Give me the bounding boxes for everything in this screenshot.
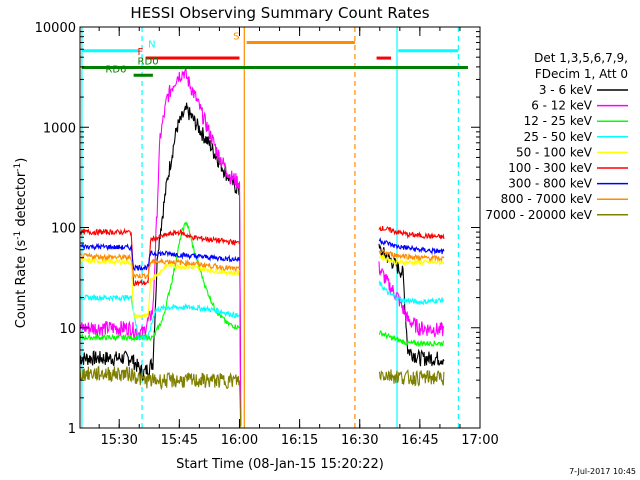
legend-entry-label: 6 - 12 keV bbox=[531, 99, 593, 113]
series-line-0 bbox=[79, 102, 242, 426]
legend-entry-label: 25 - 50 keV bbox=[524, 130, 593, 144]
plot-frame bbox=[79, 26, 481, 429]
x-tick-label: 17:00 bbox=[461, 433, 498, 448]
series-line-6-segment-2 bbox=[378, 237, 445, 256]
flag-label-2: S bbox=[233, 32, 239, 43]
legend-entry-label: 3 - 6 keV bbox=[539, 83, 593, 97]
series-line-7 bbox=[79, 251, 240, 280]
y-tick-label: 10000 bbox=[35, 21, 76, 36]
x-axis-label: Start Time (08-Jan-15 15:20:22) bbox=[176, 457, 384, 472]
y-tick-label: 1 bbox=[68, 422, 76, 437]
series-line-5-segment-2 bbox=[378, 225, 445, 240]
flag-label-3: F bbox=[137, 47, 143, 58]
series-line-5 bbox=[80, 227, 241, 287]
series-line-0-segment-2 bbox=[378, 243, 445, 367]
series-line-8 bbox=[79, 365, 242, 428]
series-line-2 bbox=[79, 221, 240, 343]
x-tick-label: 16:30 bbox=[341, 433, 378, 448]
series-line-3-segment-2 bbox=[378, 280, 445, 306]
legend-entry-label: 50 - 100 keV bbox=[516, 145, 593, 159]
x-tick-label: 16:15 bbox=[281, 433, 318, 448]
legend-entry-label: 100 - 300 keV bbox=[508, 161, 592, 175]
series-line-3 bbox=[79, 293, 241, 342]
y-axis-label: Count Rate (s-1 detector-1) bbox=[13, 158, 29, 329]
series-line-1 bbox=[79, 68, 242, 422]
series-line-4 bbox=[79, 256, 240, 320]
flag-label-0: N bbox=[148, 40, 155, 51]
series-line-1-segment-2 bbox=[378, 261, 445, 338]
flag-label-6: RD6 bbox=[105, 64, 126, 75]
series-line-7-segment-2 bbox=[378, 248, 445, 263]
series-line-4-segment-2 bbox=[378, 254, 445, 267]
x-tick-label: 16:45 bbox=[401, 433, 438, 448]
series-line-2-segment-2 bbox=[379, 329, 445, 348]
legend-entry-label: 12 - 25 keV bbox=[524, 114, 593, 128]
y-tick-label: 10 bbox=[59, 322, 76, 337]
legend-entry-label: 300 - 800 keV bbox=[508, 177, 592, 191]
x-axis: 15:30 15:45 16:00 16:15 16:30 16:45 17:00 bbox=[98, 27, 499, 448]
x-tick-label: 15:45 bbox=[161, 433, 198, 448]
chart-title: HESSI Observing Summary Count Rates bbox=[130, 4, 429, 22]
y-tick-label: 100 bbox=[51, 222, 76, 237]
legend-entry-label: 7000 - 20000 keV bbox=[485, 208, 592, 222]
legend: Det 1,3,5,6,7,9, FDecim 1, Att 0 3 - 6 k… bbox=[485, 51, 628, 222]
y-axis: 1 10 100 1000 10000 bbox=[35, 21, 480, 437]
flag-label-5: RD0 bbox=[138, 56, 159, 67]
x-tick-label: 16:00 bbox=[221, 433, 258, 448]
legend-header-line-1: Det 1,3,5,6,7,9, bbox=[534, 51, 628, 65]
timestamp: 7-Jul-2017 10:45 bbox=[569, 467, 636, 476]
legend-entry-label: 800 - 7000 keV bbox=[501, 192, 593, 206]
y-tick-label: 1000 bbox=[43, 121, 76, 136]
series-line-8-segment-2 bbox=[378, 368, 445, 387]
x-tick-label: 15:30 bbox=[100, 433, 137, 448]
legend-header-line-2: FDecim 1, Att 0 bbox=[535, 67, 628, 81]
series-line-6 bbox=[80, 242, 241, 272]
